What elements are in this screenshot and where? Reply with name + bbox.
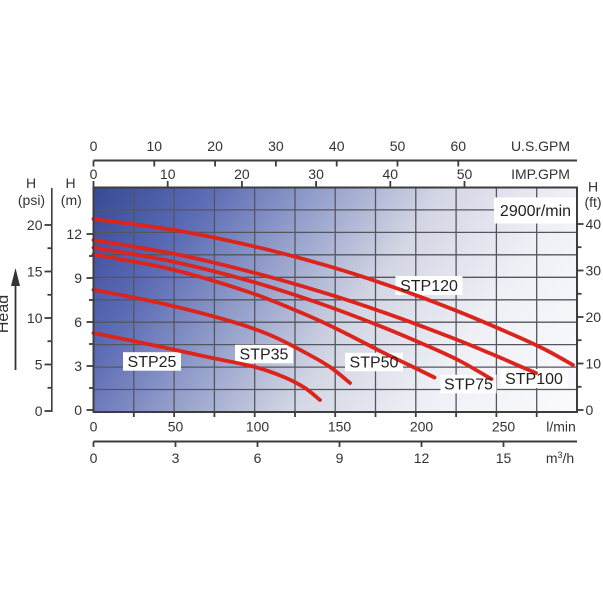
svg-text:6: 6 bbox=[254, 450, 262, 466]
svg-text:40: 40 bbox=[586, 216, 602, 232]
svg-text:STP120: STP120 bbox=[400, 278, 458, 295]
svg-text:STP25: STP25 bbox=[128, 354, 177, 371]
svg-text:STP75: STP75 bbox=[444, 377, 493, 394]
svg-text:30: 30 bbox=[268, 138, 284, 154]
svg-text:(ft): (ft) bbox=[584, 194, 601, 210]
svg-text:10: 10 bbox=[147, 138, 163, 154]
svg-text:6: 6 bbox=[74, 314, 82, 330]
svg-text:3: 3 bbox=[172, 450, 180, 466]
svg-text:0: 0 bbox=[35, 403, 43, 419]
svg-text:0: 0 bbox=[90, 450, 98, 466]
svg-text:150: 150 bbox=[328, 419, 352, 435]
svg-text:200: 200 bbox=[410, 419, 434, 435]
svg-text:U.S.GPM: U.S.GPM bbox=[511, 138, 570, 154]
svg-text:10: 10 bbox=[27, 310, 43, 326]
svg-text:50: 50 bbox=[168, 419, 184, 435]
svg-text:H: H bbox=[65, 175, 75, 191]
svg-text:STP100: STP100 bbox=[505, 371, 563, 388]
svg-text:Head: Head bbox=[0, 295, 12, 333]
svg-text:100: 100 bbox=[246, 419, 270, 435]
svg-text:20: 20 bbox=[234, 166, 250, 182]
svg-text:H: H bbox=[588, 179, 598, 195]
svg-text:15: 15 bbox=[27, 264, 43, 280]
svg-text:20: 20 bbox=[207, 138, 223, 154]
svg-text:5: 5 bbox=[35, 357, 43, 373]
svg-text:9: 9 bbox=[336, 450, 344, 466]
svg-text:50: 50 bbox=[390, 138, 406, 154]
svg-text:0: 0 bbox=[586, 402, 594, 418]
svg-text:60: 60 bbox=[451, 138, 467, 154]
svg-text:(m): (m) bbox=[61, 192, 82, 208]
svg-text:40: 40 bbox=[329, 138, 345, 154]
svg-text:0: 0 bbox=[90, 166, 98, 182]
svg-text:30: 30 bbox=[586, 263, 602, 279]
svg-text:(psi): (psi) bbox=[18, 192, 45, 208]
svg-text:2900r/min: 2900r/min bbox=[500, 203, 571, 220]
svg-text:12: 12 bbox=[414, 450, 430, 466]
svg-text:STP50: STP50 bbox=[350, 355, 399, 372]
svg-text:0: 0 bbox=[90, 138, 98, 154]
svg-text:9: 9 bbox=[74, 270, 82, 286]
svg-text:20: 20 bbox=[27, 217, 43, 233]
svg-text:10: 10 bbox=[160, 166, 176, 182]
svg-text:0: 0 bbox=[74, 402, 82, 418]
svg-text:m3/h: m3/h bbox=[546, 450, 574, 466]
svg-text:STP35: STP35 bbox=[240, 347, 289, 364]
svg-text:20: 20 bbox=[586, 309, 602, 325]
svg-text:0: 0 bbox=[90, 419, 98, 435]
svg-text:40: 40 bbox=[383, 166, 399, 182]
svg-text:15: 15 bbox=[496, 450, 512, 466]
svg-text:IMP.GPM: IMP.GPM bbox=[511, 166, 570, 182]
svg-text:250: 250 bbox=[492, 419, 516, 435]
svg-text:30: 30 bbox=[308, 166, 324, 182]
svg-text:12: 12 bbox=[66, 226, 82, 242]
svg-text:l/min: l/min bbox=[546, 419, 576, 435]
svg-text:50: 50 bbox=[457, 166, 473, 182]
svg-text:10: 10 bbox=[586, 356, 602, 372]
svg-text:3: 3 bbox=[74, 358, 82, 374]
svg-text:H: H bbox=[26, 175, 36, 191]
